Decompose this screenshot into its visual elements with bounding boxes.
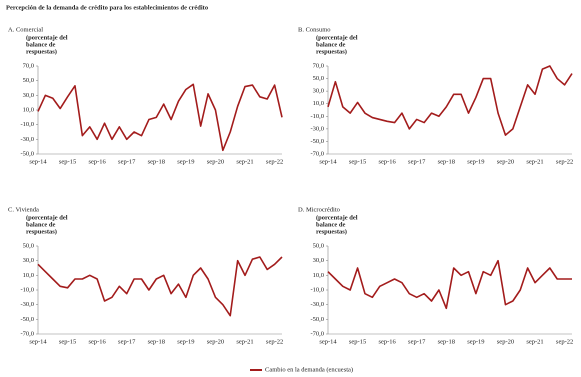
x-tick-label: sep-22 (556, 338, 573, 345)
legend-label: Cambio en la demanda (encuesta) (265, 366, 353, 373)
y-axis-label: respuestas) (316, 48, 347, 55)
y-axis-label: balance de (316, 221, 346, 228)
y-tick-label: 70,0 (23, 62, 34, 69)
x-tick-label: sep-18 (148, 158, 165, 165)
panel-title: D. Microcrédito (298, 206, 340, 213)
y-tick-label: -70,0 (310, 330, 324, 337)
y-tick-label: -10,0 (310, 113, 324, 120)
y-axis-label: respuestas) (26, 228, 57, 235)
y-tick-label: -10,0 (310, 286, 324, 293)
y-tick-label: 30,0 (313, 257, 324, 264)
x-tick-label: sep-15 (59, 158, 76, 165)
x-tick-label: sep-16 (378, 338, 396, 345)
x-tick-label: sep-22 (266, 338, 283, 345)
y-axis-label: (porcentaje del (316, 214, 358, 221)
x-tick-label: sep-16 (88, 338, 106, 345)
y-tick-label: 50,0 (23, 242, 34, 249)
x-tick-label: sep-20 (497, 158, 514, 165)
x-tick-label: sep-20 (207, 158, 224, 165)
x-tick-label: sep-15 (59, 338, 76, 345)
x-tick-label: sep-18 (438, 158, 455, 165)
panel-title: B. Consumo (298, 26, 331, 33)
x-tick-label: sep-19 (177, 338, 194, 345)
x-tick-label: sep-14 (319, 338, 337, 345)
x-tick-label: sep-17 (408, 158, 426, 165)
data-line (327, 259, 572, 310)
x-tick-label: sep-18 (438, 338, 455, 345)
x-tick-label: sep-15 (349, 338, 366, 345)
x-tick-label: sep-14 (29, 158, 47, 165)
data-line (37, 83, 283, 152)
x-tick-label: sep-15 (349, 158, 366, 165)
data-line (37, 256, 283, 317)
x-tick-label: sep-16 (378, 158, 396, 165)
y-tick-label: 50,0 (23, 77, 34, 84)
y-tick-label: -10,0 (20, 286, 34, 293)
x-tick-label: sep-17 (118, 158, 136, 165)
x-tick-label: sep-20 (497, 338, 514, 345)
y-axis-label: respuestas) (316, 228, 347, 235)
x-tick-label: sep-22 (556, 158, 573, 165)
y-axis-label: balance de (26, 221, 56, 228)
y-tick-label: 30,0 (23, 257, 34, 264)
y-tick-label: -30,0 (20, 301, 34, 308)
y-axis-label: (porcentaje del (316, 34, 358, 41)
x-tick-label: sep-18 (148, 338, 165, 345)
x-tick-label: sep-19 (177, 158, 194, 165)
data-line (327, 65, 573, 136)
y-tick-label: 10,0 (313, 272, 324, 279)
y-tick-label: -50,0 (310, 316, 324, 323)
y-tick-label: 10,0 (313, 100, 324, 107)
y-tick-label: 70,0 (313, 62, 324, 69)
y-tick-label: -50,0 (20, 316, 34, 323)
x-tick-label: sep-21 (526, 338, 543, 345)
x-tick-label: sep-22 (266, 158, 283, 165)
y-tick-label: -50,0 (310, 138, 324, 145)
panel-title: C. Vivienda (8, 206, 39, 213)
y-tick-label: 30,0 (313, 88, 324, 95)
x-tick-label: sep-21 (236, 158, 253, 165)
y-tick-label: -30,0 (310, 301, 324, 308)
x-tick-label: sep-20 (207, 338, 224, 345)
y-tick-label: -50,0 (20, 150, 34, 157)
y-tick-label: -30,0 (310, 125, 324, 132)
y-tick-label: 50,0 (313, 242, 324, 249)
y-axis-label: (porcentaje del (26, 214, 68, 221)
panel-title: A. Comercial (8, 26, 43, 33)
y-tick-label: 10,0 (23, 106, 34, 113)
y-tick-label: -70,0 (20, 330, 34, 337)
x-tick-label: sep-14 (319, 158, 337, 165)
x-tick-label: sep-19 (467, 338, 484, 345)
y-axis-label: (porcentaje del (26, 34, 68, 41)
y-axis-label: respuestas) (26, 48, 57, 55)
x-tick-label: sep-17 (118, 338, 136, 345)
y-axis-label: balance de (316, 41, 346, 48)
page-title: Percepción de la demanda de crédito para… (6, 4, 208, 11)
y-axis-label: balance de (26, 41, 56, 48)
x-tick-label: sep-19 (467, 158, 484, 165)
y-tick-label: -10,0 (20, 121, 34, 128)
x-tick-label: sep-17 (408, 338, 426, 345)
x-tick-label: sep-14 (29, 338, 47, 345)
y-tick-label: 30,0 (23, 92, 34, 99)
x-tick-label: sep-21 (526, 158, 543, 165)
x-tick-label: sep-21 (236, 338, 253, 345)
x-tick-label: sep-16 (88, 158, 106, 165)
y-tick-label: 50,0 (313, 75, 324, 82)
y-tick-label: 10,0 (23, 272, 34, 279)
y-tick-label: -30,0 (20, 136, 34, 143)
y-tick-label: -70,0 (310, 150, 324, 157)
